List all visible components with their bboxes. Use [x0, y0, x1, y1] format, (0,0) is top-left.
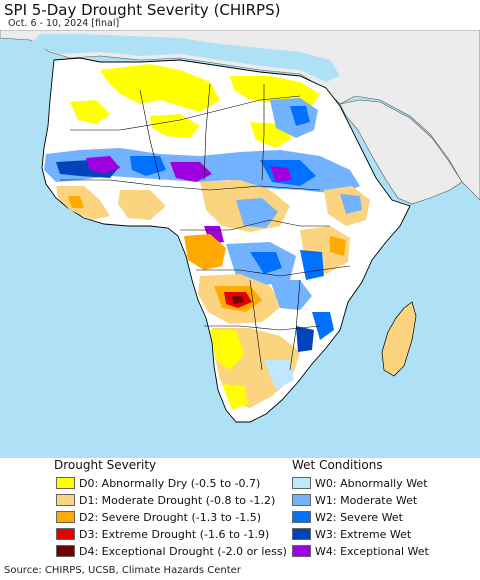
sahel-severe-wet: [130, 156, 166, 176]
mediterranean: [30, 34, 340, 82]
legend-swatch: [56, 545, 75, 557]
sahel-exceptional-wet: [170, 162, 212, 182]
map-subtitle: Oct. 6 - 10, 2024 [final]: [8, 18, 120, 29]
legend-item-d1: D1: Moderate Drought (-0.8 to -1.2): [56, 492, 275, 508]
legend-item-d2: D2: Severe Drought (-1.3 to -1.5): [56, 509, 261, 525]
legend-swatch: [56, 528, 75, 540]
mozambique-wet: [312, 312, 334, 340]
west-coast-drought: [118, 190, 166, 220]
congo-severe-wet: [250, 252, 282, 274]
legend-swatch: [56, 477, 75, 489]
sahara-wet-patch: [290, 106, 310, 126]
sahara-dry-patch: [70, 100, 110, 124]
legend-item-w0: W0: Abnormally Wet: [292, 475, 428, 491]
drought-legend-title: Drought Severity: [54, 458, 157, 472]
sahara-dry-patch: [150, 114, 200, 138]
legend-swatch: [292, 528, 311, 540]
legend-label: D3: Extreme Drought (-1.6 to -1.9): [79, 527, 270, 541]
east-africa-severe: [330, 236, 346, 256]
congo-drought: [184, 234, 226, 270]
legend-item-w4: W4: Exceptional Wet: [292, 543, 429, 559]
zambia-wet: [270, 280, 312, 310]
legend-label: W3: Extreme Wet: [315, 527, 412, 541]
legend-label: D1: Moderate Drought (-0.8 to -1.2): [79, 493, 276, 507]
arabian-peninsula: [339, 99, 463, 205]
legend-swatch: [292, 545, 311, 557]
legend-swatch: [56, 511, 75, 523]
west-cape-dry: [222, 384, 248, 410]
legend-item-w3: W3: Extreme Wet: [292, 526, 411, 542]
legend-swatch: [56, 494, 75, 506]
wet-legend-title: Wet Conditions: [292, 458, 383, 472]
ethiopia-wet: [340, 194, 362, 214]
east-coast-wet: [296, 326, 314, 352]
legend-label: D2: Severe Drought (-1.3 to -1.5): [79, 510, 262, 524]
namibia-dry: [210, 330, 244, 370]
legend-label: W1: Moderate Wet: [315, 493, 418, 507]
legend-item-d0: D0: Abnormally Dry (-0.5 to -0.7): [56, 475, 260, 491]
west-coast-drought: [56, 186, 110, 220]
sahel-exceptional-wet: [270, 166, 292, 182]
legend-item-w2: W2: Severe Wet: [292, 509, 403, 525]
source-credit: Source: CHIRPS, UCSB, Climate Hazards Ce…: [4, 565, 241, 576]
legend-label: W0: Abnormally Wet: [315, 476, 428, 490]
sahel-exceptional-wet: [86, 156, 120, 174]
madagascar: [381, 301, 417, 377]
sahara-dry-patch: [100, 64, 220, 112]
legend-label: D4: Exceptional Drought (-2.0 or less): [79, 544, 287, 558]
legend-swatch: [292, 511, 311, 523]
legend-label: W4: Exceptional Wet: [315, 544, 429, 558]
country-borders: [60, 83, 351, 371]
west-coast-severe: [68, 196, 84, 208]
legend-item-d3: D3: Extreme Drought (-1.6 to -1.9): [56, 526, 269, 542]
legend-label: D0: Abnormally Dry (-0.5 to -0.7): [79, 476, 261, 490]
angola-exceptional: [232, 296, 244, 304]
legend-item-w1: W1: Moderate Wet: [292, 492, 417, 508]
map-title: SPI 5-Day Drought Severity (CHIRPS): [4, 1, 281, 19]
map-legend: Drought Severity D0: Abnormally Dry (-0.…: [0, 458, 480, 562]
legend-swatch: [292, 494, 311, 506]
africa-drought-map: [0, 30, 480, 458]
legend-item-d4: D4: Exceptional Drought (-2.0 or less): [56, 543, 287, 559]
legend-label: W2: Severe Wet: [315, 510, 403, 524]
legend-swatch: [292, 477, 311, 489]
east-africa-wet: [300, 250, 324, 280]
south-africa-wet: [264, 360, 294, 390]
